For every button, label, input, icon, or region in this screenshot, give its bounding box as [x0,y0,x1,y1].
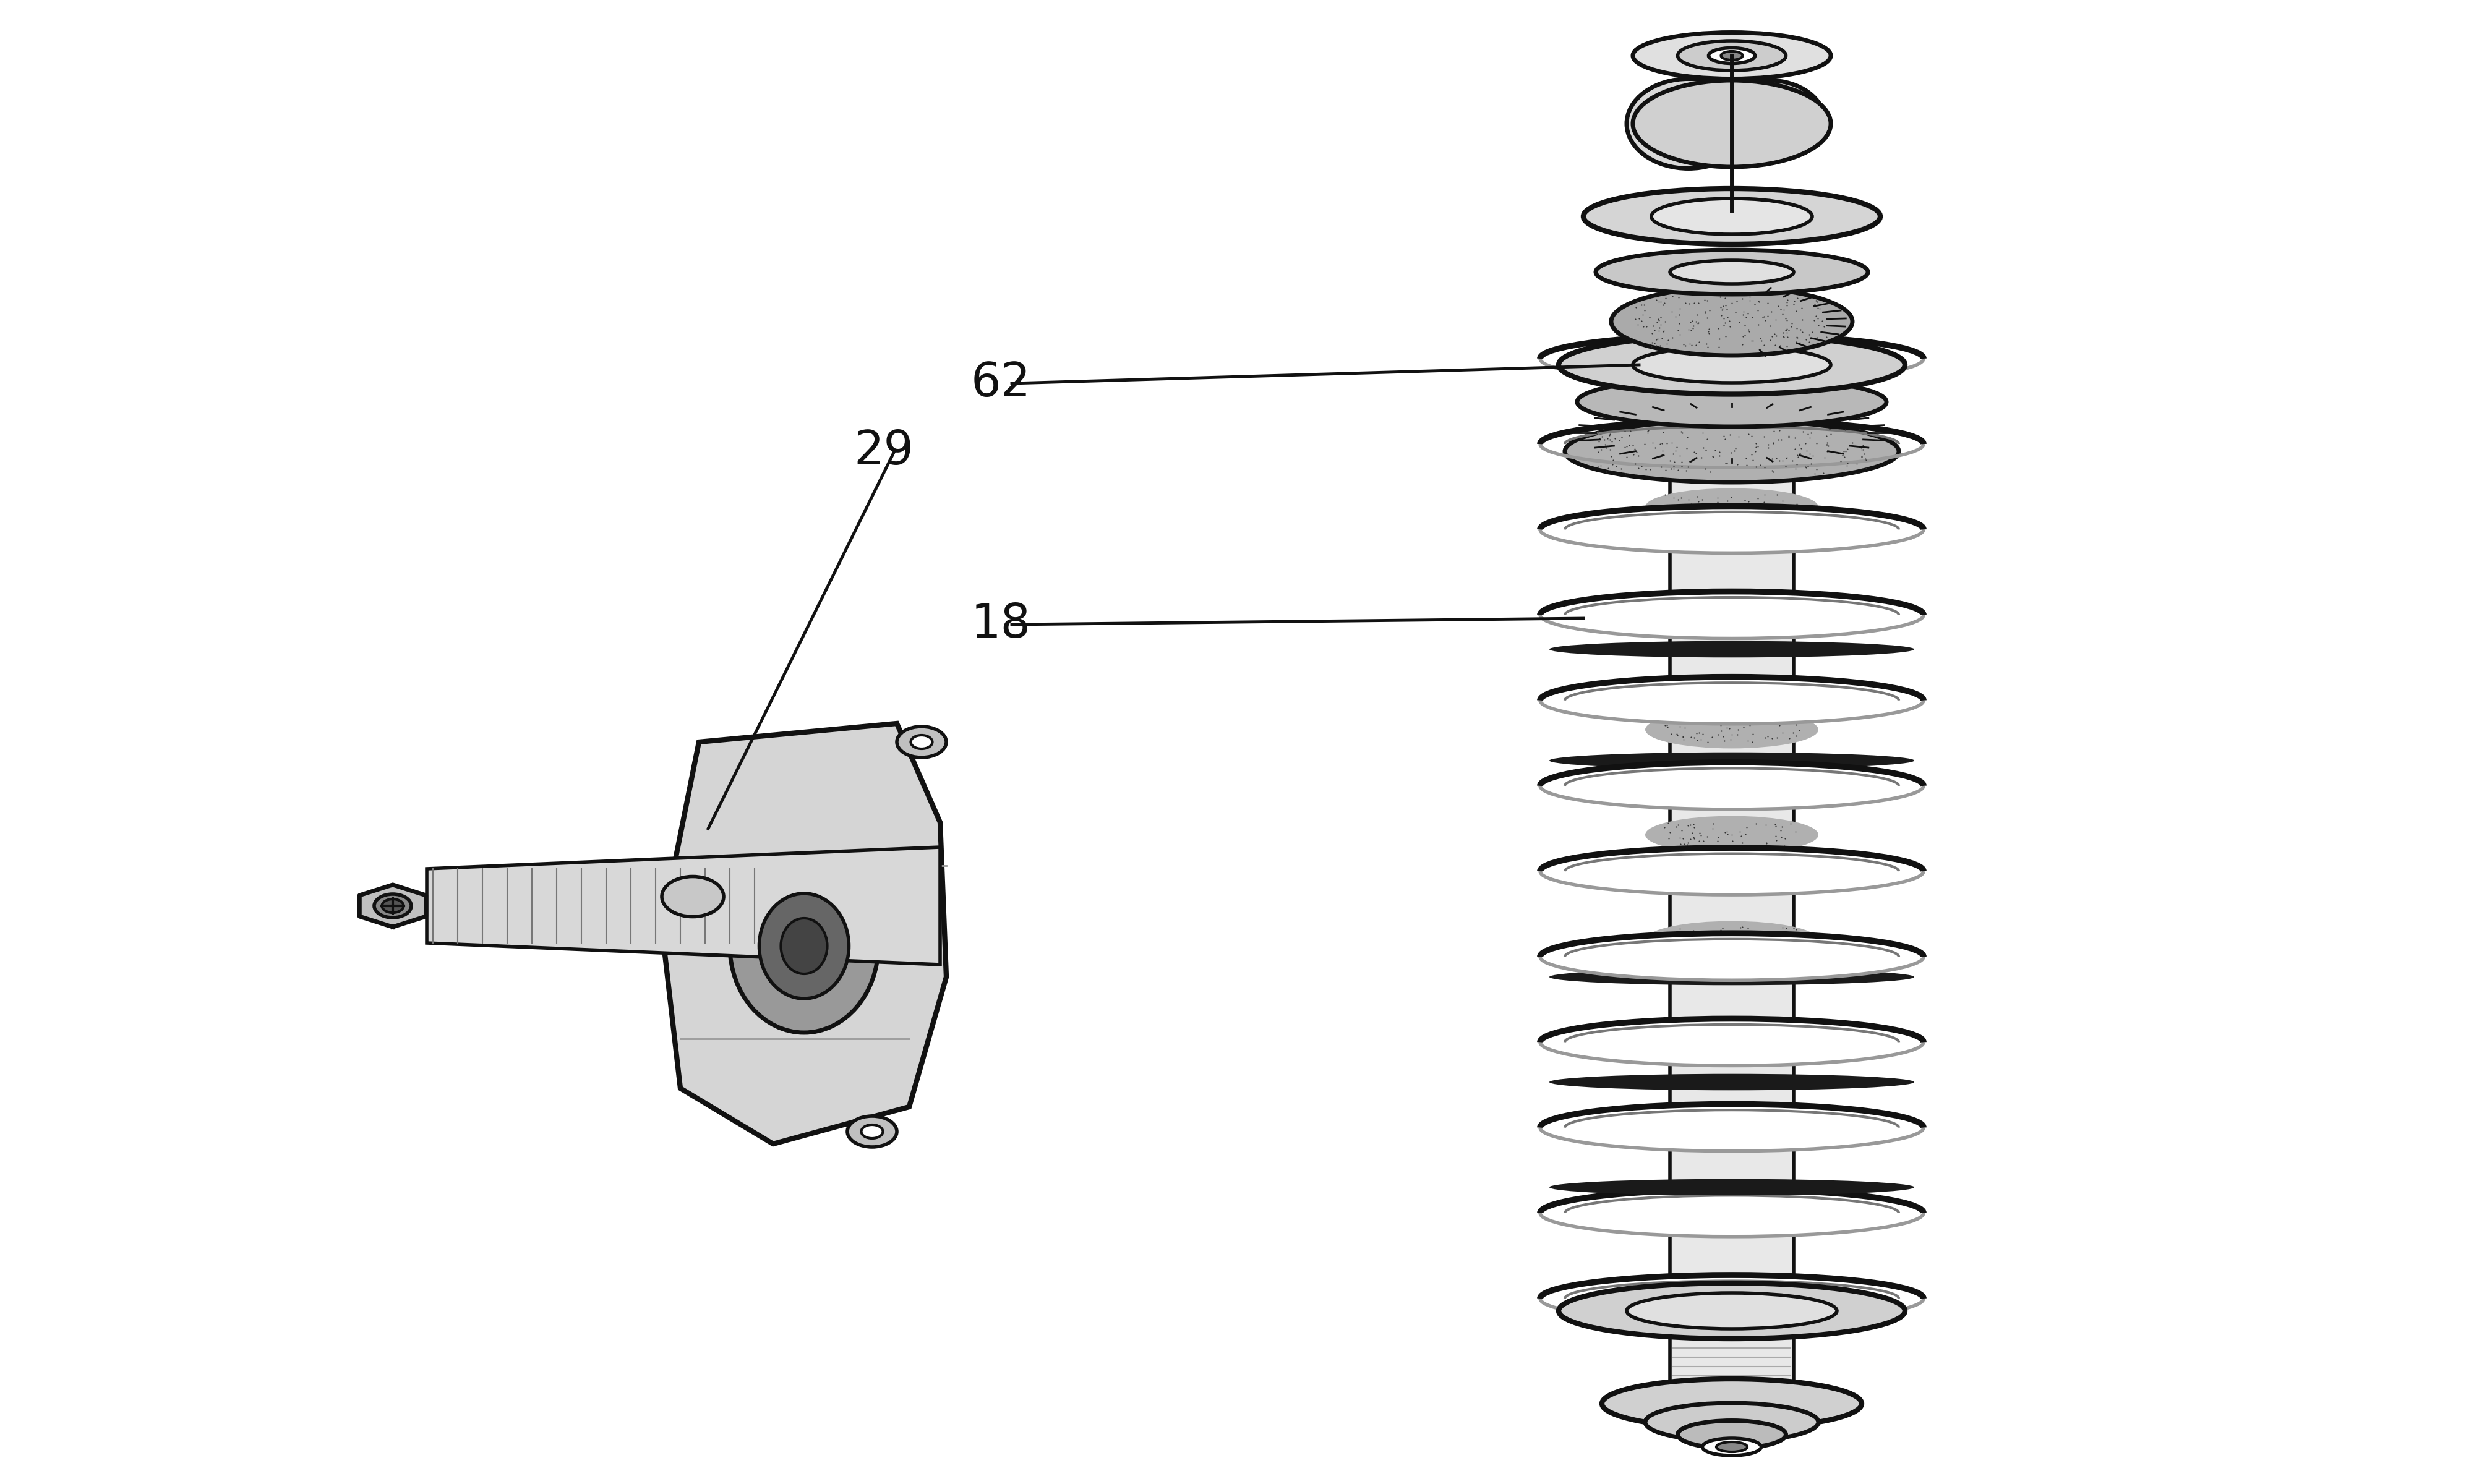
Polygon shape [359,884,426,927]
Ellipse shape [1539,1275,1925,1322]
Ellipse shape [1539,592,1925,638]
Ellipse shape [1677,40,1786,70]
Ellipse shape [1539,1190,1925,1236]
Ellipse shape [1717,1442,1747,1451]
Text: 62: 62 [970,361,1032,407]
Ellipse shape [1628,1293,1836,1328]
Ellipse shape [1611,288,1853,356]
Ellipse shape [1645,1020,1818,1058]
Text: 18: 18 [970,601,1032,647]
Ellipse shape [1596,249,1868,294]
Ellipse shape [1653,199,1811,234]
Ellipse shape [1566,420,1900,482]
Ellipse shape [760,893,849,999]
Ellipse shape [1710,47,1754,64]
Polygon shape [1670,359,1794,1298]
Ellipse shape [1603,1379,1863,1428]
Ellipse shape [1677,1420,1786,1448]
Ellipse shape [1549,1074,1915,1091]
Ellipse shape [1712,80,1826,160]
Ellipse shape [381,899,403,913]
Ellipse shape [1539,1104,1925,1152]
Ellipse shape [846,1116,896,1147]
Ellipse shape [1578,377,1888,427]
Ellipse shape [1633,347,1831,383]
Ellipse shape [1539,933,1925,981]
Ellipse shape [861,1125,883,1138]
Ellipse shape [1628,79,1752,169]
Ellipse shape [1549,641,1915,657]
Ellipse shape [1549,1178,1915,1196]
Ellipse shape [1549,858,1915,874]
Polygon shape [428,847,940,965]
Ellipse shape [1539,335,1925,381]
Ellipse shape [1645,600,1818,637]
Ellipse shape [910,735,933,749]
Ellipse shape [1670,260,1794,283]
Ellipse shape [1539,1018,1925,1066]
Ellipse shape [1633,80,1831,166]
Polygon shape [1670,1298,1794,1392]
Ellipse shape [1539,506,1925,554]
Ellipse shape [782,919,826,974]
Ellipse shape [374,893,411,917]
Ellipse shape [1702,1438,1761,1456]
Ellipse shape [1549,530,1915,546]
Ellipse shape [896,727,945,757]
Ellipse shape [1539,677,1925,724]
Ellipse shape [1645,488,1818,525]
Ellipse shape [1645,816,1818,853]
Ellipse shape [1539,847,1925,895]
Ellipse shape [1633,33,1831,79]
Ellipse shape [1583,188,1880,245]
Ellipse shape [1722,52,1742,59]
Ellipse shape [663,877,722,917]
Ellipse shape [1549,969,1915,985]
Ellipse shape [730,859,878,1033]
Text: 29: 29 [854,429,913,475]
Ellipse shape [1549,752,1915,769]
Ellipse shape [1539,763,1925,809]
Ellipse shape [1559,1284,1905,1339]
Ellipse shape [1645,711,1818,748]
Ellipse shape [1539,420,1925,467]
Ellipse shape [1645,922,1818,959]
Polygon shape [663,723,945,1144]
Ellipse shape [1645,1402,1818,1441]
Ellipse shape [1559,335,1905,395]
